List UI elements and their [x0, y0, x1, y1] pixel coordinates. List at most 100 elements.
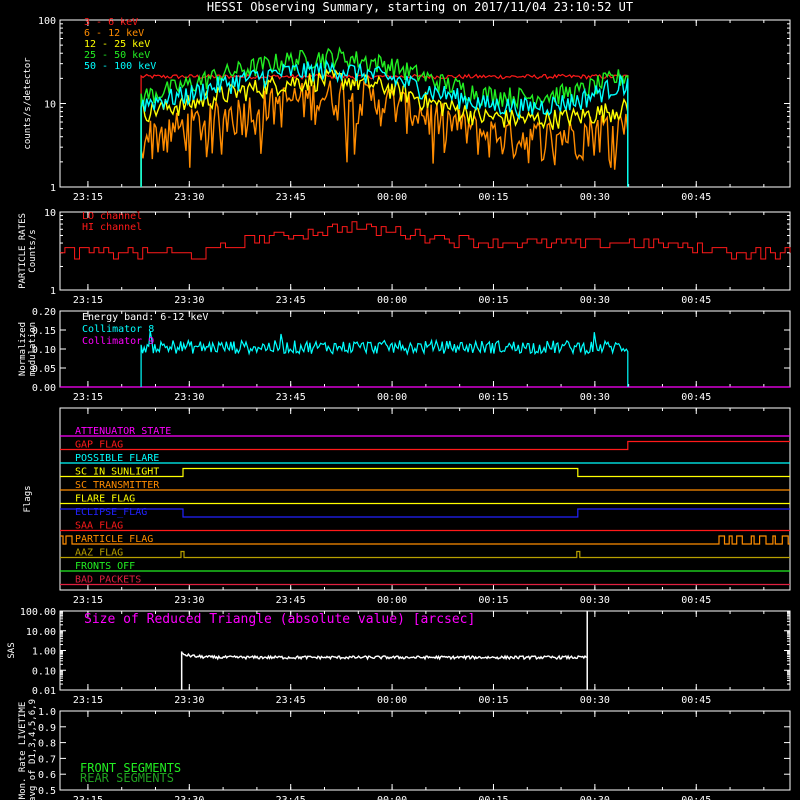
particle-xtick-label: 00:45 [681, 295, 711, 306]
modulation-legend-c9: Collimator 9 [82, 336, 154, 347]
sas-xtick-label: 00:00 [377, 695, 407, 706]
livetime-ylabel: Mon. Rate LIVETIME [18, 702, 28, 800]
flags-line [60, 550, 790, 559]
livetime-legend-front: FRONT SEGMENTS [80, 761, 181, 775]
rates-xtick-label: 23:30 [174, 192, 204, 203]
modulation-xtick-label: 00:00 [377, 392, 407, 403]
flags-xtick-label: 23:30 [174, 595, 204, 606]
sas-xtick-label: 23:15 [73, 695, 103, 706]
rates-ytick-label: 100 [38, 16, 56, 27]
modulation-ytick-label: 0.05 [32, 364, 56, 375]
livetime-xtick-label: 00:30 [580, 795, 610, 800]
livetime-ytick-label: 0.9 [38, 723, 56, 734]
livetime-ylabel: avg of D1,3,4,5,6,9 [28, 699, 38, 800]
flags-label: FLARE_FLAG [75, 494, 135, 505]
sas-xtick-label: 23:30 [174, 695, 204, 706]
particle-ylabel: PARTICLE RATES [18, 213, 28, 289]
modulation-xtick-label: 23:45 [276, 392, 306, 403]
rates-xtick-label: 00:45 [681, 192, 711, 203]
rates-xtick-label: 00:30 [580, 192, 610, 203]
particle-xtick-label: 23:15 [73, 295, 103, 306]
sas-ylabel: SAS [7, 642, 17, 658]
livetime-xtick-label: 00:15 [478, 795, 508, 800]
flags-label: POSSIBLE_FLARE [75, 453, 159, 464]
flags-line [60, 440, 790, 451]
rates-legend-entry: 25 - 50 keV [84, 50, 150, 61]
flags-xtick-label: 23:45 [276, 595, 306, 606]
flags-ylabel: Flags [23, 485, 33, 512]
modulation-xtick-label: 00:45 [681, 392, 711, 403]
particle-ytick-label: 10 [44, 208, 56, 219]
flags-label: FRONTS_OFF [75, 561, 135, 572]
flags-line [60, 467, 790, 478]
particle-legend-lo: LO channel [82, 211, 142, 222]
particle-xtick-label: 23:45 [276, 295, 306, 306]
modulation-xtick-label: 00:15 [478, 392, 508, 403]
particle-ylabel: Counts/s [28, 229, 38, 272]
flags-label: ATTENUATOR_STATE [75, 426, 171, 437]
rates-xtick-label: 23:45 [276, 192, 306, 203]
livetime-ytick-label: 1.0 [38, 707, 56, 718]
flags-label: AAZ_FLAG [75, 548, 123, 559]
livetime-xtick-label: 23:15 [73, 795, 103, 800]
rates-series-line [140, 73, 629, 187]
flags-line [60, 508, 790, 518]
rates-ytick-label: 10 [44, 100, 56, 111]
sas-ytick-label: 0.01 [32, 686, 56, 697]
livetime-xtick-label: 00:45 [681, 795, 711, 800]
livetime-frame [59, 710, 791, 791]
rates-legend-entry: 50 - 100 keV [84, 61, 156, 72]
sas-series-line [181, 652, 588, 661]
flags-xtick-label: 00:00 [377, 595, 407, 606]
figure-title: HESSI Observing Summary, starting on 201… [207, 0, 633, 14]
rates-xtick-label: 23:15 [73, 192, 103, 203]
sas-annotation: Size of Reduced Triangle (absolute value… [84, 612, 475, 627]
rates-ytick-label: 1 [50, 183, 56, 194]
rates-series-line [140, 59, 629, 187]
rates-legend-entry: 6 - 12 keV [84, 28, 144, 39]
flags-line [60, 535, 790, 545]
livetime-ytick-label: 0.6 [38, 770, 56, 781]
flags-xtick-label: 00:30 [580, 595, 610, 606]
sas-ytick-label: 100.00 [20, 607, 56, 618]
modulation-xtick-label: 23:15 [73, 392, 103, 403]
particle-hi-line [60, 221, 791, 260]
particle-xtick-label: 00:30 [580, 295, 610, 306]
sas-ytick-label: 10.00 [26, 627, 56, 638]
flags-label: GAP_FLAG [75, 440, 123, 451]
sas-ytick-label: 0.10 [32, 666, 56, 677]
flags-frame [59, 407, 791, 591]
modulation-collimator8-line [140, 330, 629, 387]
flags-label: PARTICLE_FLAG [75, 534, 153, 545]
livetime-ytick-label: 0.5 [38, 786, 56, 797]
flags-xtick-label: 23:15 [73, 595, 103, 606]
modulation-ytick-label: 0.15 [32, 326, 56, 337]
livetime-xtick-label: 23:45 [276, 795, 306, 800]
sas-ytick-label: 1.00 [32, 647, 56, 658]
flags-label: SAA_FLAG [75, 521, 123, 532]
flags-label: BAD_PACKETS [75, 575, 141, 586]
modulation-ylabel: Normalized [18, 322, 28, 376]
flags-xtick-label: 00:15 [478, 595, 508, 606]
rates-frame [59, 19, 791, 188]
modulation-ytick-label: 0.10 [32, 345, 56, 356]
livetime-xtick-label: 00:00 [377, 795, 407, 800]
livetime-ytick-label: 0.7 [38, 754, 56, 765]
sas-xtick-label: 00:15 [478, 695, 508, 706]
rates-series-line [140, 79, 629, 187]
modulation-xtick-label: 23:30 [174, 392, 204, 403]
modulation-ylabel: modulation [28, 322, 38, 376]
rates-legend-entry: 3 - 6 keV [84, 17, 138, 28]
modulation-ytick-label: 0.20 [32, 307, 56, 318]
rates-legend-entry: 12 - 25 keV [84, 39, 150, 50]
flags-label: SC_TRANSMITTER [75, 480, 160, 491]
modulation-ytick-label: 0.00 [32, 383, 56, 394]
particle-xtick-label: 00:15 [478, 295, 508, 306]
particle-ytick-label: 1 [50, 286, 56, 297]
rates-xtick-label: 00:15 [478, 192, 508, 203]
flags-xtick-label: 00:45 [681, 595, 711, 606]
particle-xtick-label: 23:30 [174, 295, 204, 306]
rates-xtick-label: 00:00 [377, 192, 407, 203]
particle-frame [59, 211, 791, 291]
